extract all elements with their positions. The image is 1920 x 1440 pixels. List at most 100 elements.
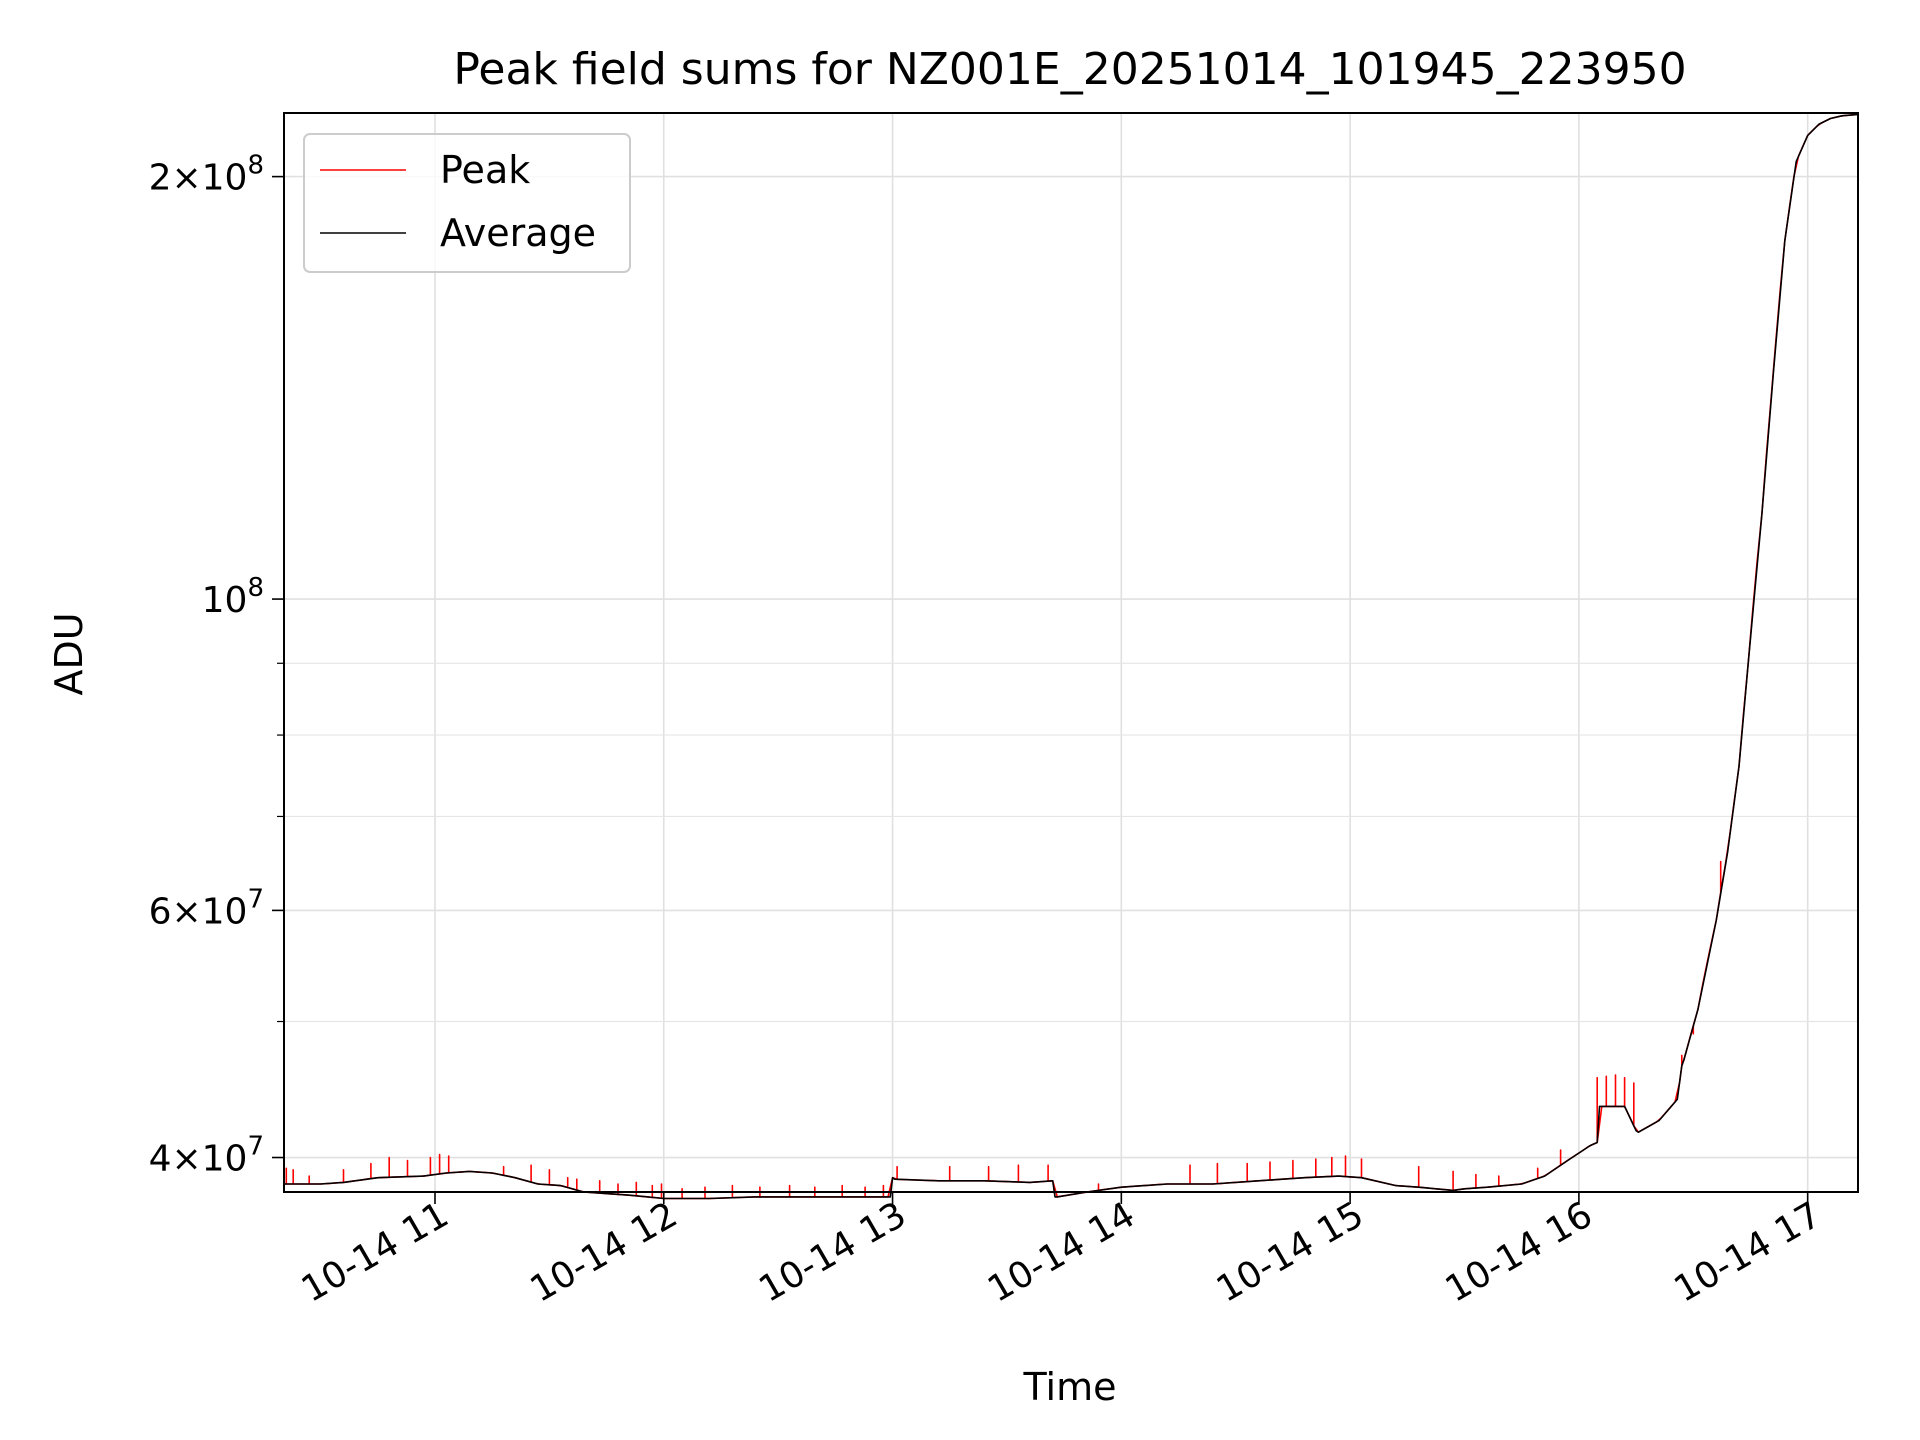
y-tick-exponent: 7 (247, 884, 264, 914)
peak-point (448, 1155, 450, 1157)
y-axis-ticks: 4×107 6×107 108 2×108 (149, 151, 284, 1180)
y-tick-exponent: 8 (247, 573, 264, 603)
average-point (1567, 1160, 1569, 1162)
peak-point (635, 1181, 637, 1183)
average-point (983, 1180, 985, 1182)
average-point (1761, 513, 1763, 515)
peak-point (1361, 1158, 1363, 1160)
average-point (1830, 118, 1832, 120)
average-point (1521, 1183, 1523, 1185)
average-point (1544, 1175, 1546, 1177)
average-point (1697, 1009, 1699, 1011)
peak-point (731, 1185, 733, 1187)
peak-point (1537, 1167, 1539, 1169)
peak-point (429, 1157, 431, 1159)
average-point (937, 1180, 939, 1182)
peak-point (864, 1186, 866, 1188)
average-point (709, 1198, 711, 1200)
y-tick-exponent: 8 (247, 151, 264, 181)
peak-point (1615, 1074, 1617, 1076)
average-point (1747, 662, 1749, 664)
average-point (629, 1194, 631, 1196)
peak-point (1315, 1158, 1317, 1160)
average-point (1637, 1131, 1639, 1133)
peak-point (651, 1185, 653, 1187)
peak-point (1681, 1054, 1683, 1056)
average-point (1338, 1175, 1340, 1177)
average-point (892, 1177, 894, 1179)
peak-point (1720, 861, 1722, 863)
average-point (377, 1177, 379, 1179)
peak-point (1605, 1075, 1607, 1077)
average-point (1258, 1180, 1260, 1182)
y-tick-label: 2×108 (149, 151, 264, 199)
average-point (514, 1177, 516, 1179)
legend-label-peak: Peak (440, 148, 530, 192)
peak-point (759, 1186, 761, 1188)
average-point (1361, 1177, 1363, 1179)
peak-point (617, 1183, 619, 1185)
peak-point (530, 1164, 532, 1166)
peak-point (567, 1177, 569, 1179)
average-point (343, 1181, 345, 1183)
y-tick-exponent: 7 (247, 1132, 264, 1162)
peak-point (343, 1169, 345, 1171)
average-point (1795, 161, 1797, 163)
peak-point (1475, 1174, 1477, 1176)
peak-point (1596, 1077, 1598, 1079)
peak-point (814, 1186, 816, 1188)
average-point (1303, 1177, 1305, 1179)
peak-point (1704, 974, 1706, 976)
peak-point (1246, 1163, 1248, 1165)
average-point (1056, 1196, 1058, 1198)
average-point (1658, 1120, 1660, 1122)
peak-point (1452, 1170, 1454, 1172)
peak-point (661, 1183, 663, 1185)
average-point (320, 1183, 322, 1185)
peak-point (1692, 1033, 1694, 1035)
peak-point (1269, 1161, 1271, 1163)
average-point (1624, 1105, 1626, 1107)
average-point (1166, 1183, 1168, 1185)
y-tick-label: 6×107 (149, 884, 264, 932)
peak-point (576, 1178, 578, 1180)
peak-point (599, 1180, 601, 1182)
y-tick-mantissa: 2 (149, 158, 172, 199)
y-axis-label: ADU (47, 612, 91, 695)
peak-point (1017, 1164, 1019, 1166)
average-point (1676, 1098, 1678, 1100)
y-tick-mantissa: 4 (149, 1139, 172, 1180)
legend-label-average: Average (440, 211, 596, 255)
peak-point (1331, 1157, 1333, 1159)
average-point (1054, 1196, 1056, 1198)
peak-point (1560, 1149, 1562, 1151)
legend: Peak Average (303, 133, 631, 273)
average-point (1807, 134, 1809, 136)
peak-point (1633, 1082, 1635, 1084)
average-point (1635, 1130, 1637, 1132)
peak-point (292, 1169, 294, 1171)
average-point (491, 1172, 493, 1174)
average-point (1818, 123, 1820, 125)
peak-point (503, 1166, 505, 1168)
peak-point (681, 1188, 683, 1190)
chart-title: Peak field sums for NZ001E_20251014_1019… (453, 44, 1686, 95)
peak-point (882, 1185, 884, 1187)
peak-point (896, 1166, 898, 1168)
peak-point (548, 1169, 550, 1171)
average-point (1029, 1181, 1031, 1183)
y-tick-label: 108 (202, 573, 264, 621)
peak-point (1418, 1166, 1420, 1168)
peak-point (388, 1157, 390, 1159)
peak-point (370, 1163, 372, 1165)
average-point (1464, 1188, 1466, 1190)
peak-point (841, 1185, 843, 1187)
average-point (537, 1183, 539, 1185)
average-point (445, 1172, 447, 1174)
peak-point (1189, 1164, 1191, 1166)
peak-point (1345, 1155, 1347, 1157)
peak-point (1098, 1183, 1100, 1185)
average-point (1052, 1180, 1054, 1182)
average-point (1418, 1186, 1420, 1188)
